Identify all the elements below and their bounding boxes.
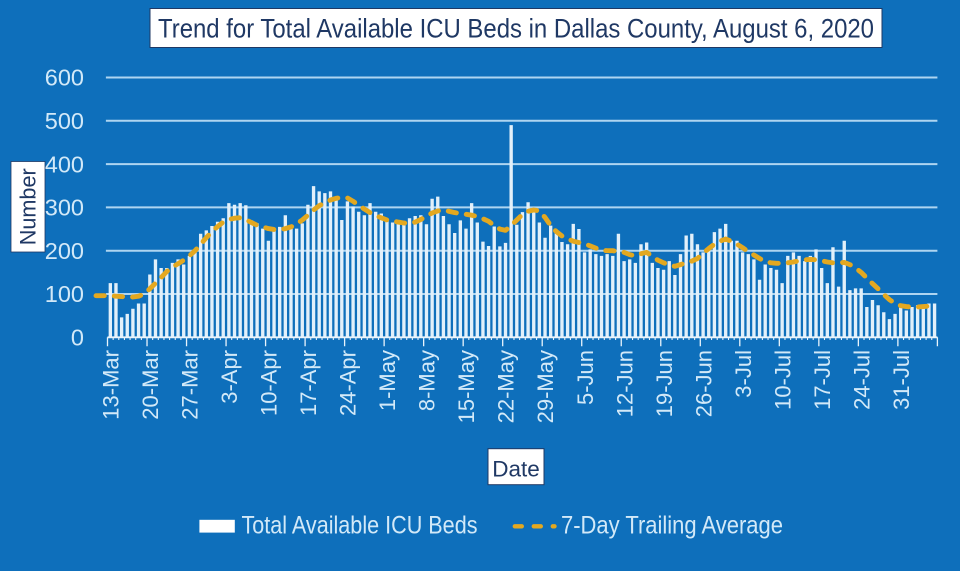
svg-text:8-May: 8-May bbox=[415, 350, 440, 411]
svg-text:27-Mar: 27-Mar bbox=[178, 350, 203, 420]
svg-text:500: 500 bbox=[45, 108, 84, 134]
svg-text:600: 600 bbox=[45, 65, 84, 91]
svg-text:24-Jul: 24-Jul bbox=[849, 350, 874, 410]
svg-text:12-Jun: 12-Jun bbox=[612, 350, 637, 417]
svg-text:19-Jun: 19-Jun bbox=[652, 350, 677, 417]
svg-text:22-May: 22-May bbox=[494, 350, 519, 423]
svg-text:24-Apr: 24-Apr bbox=[336, 350, 361, 416]
svg-text:20-Mar: 20-Mar bbox=[138, 350, 163, 420]
svg-text:300: 300 bbox=[45, 195, 84, 221]
svg-text:Date: Date bbox=[492, 457, 540, 482]
svg-text:17-Apr: 17-Apr bbox=[296, 350, 321, 416]
svg-text:400: 400 bbox=[45, 151, 84, 177]
svg-text:13-Mar: 13-Mar bbox=[99, 350, 124, 420]
svg-text:3-Jul: 3-Jul bbox=[731, 350, 756, 398]
svg-text:1-May: 1-May bbox=[375, 350, 400, 411]
svg-text:0: 0 bbox=[71, 325, 84, 351]
svg-text:Total Available ICU Beds: Total Available ICU Beds bbox=[242, 511, 478, 539]
svg-text:Number: Number bbox=[16, 168, 41, 245]
svg-text:31-Jul: 31-Jul bbox=[889, 350, 914, 410]
svg-text:15-May: 15-May bbox=[454, 350, 479, 423]
svg-text:29-May: 29-May bbox=[533, 350, 558, 423]
svg-text:7-Day Trailing Average: 7-Day Trailing Average bbox=[561, 511, 783, 539]
svg-text:17-Jul: 17-Jul bbox=[810, 350, 835, 410]
svg-text:100: 100 bbox=[45, 281, 84, 307]
svg-text:3-Apr: 3-Apr bbox=[217, 350, 242, 404]
svg-text:10-Jul: 10-Jul bbox=[770, 350, 795, 410]
svg-text:10-Apr: 10-Apr bbox=[257, 350, 282, 416]
svg-text:5-Jun: 5-Jun bbox=[573, 350, 598, 405]
svg-text:Trend for Total Available ICU: Trend for Total Available ICU Beds in Da… bbox=[158, 14, 874, 44]
svg-text:200: 200 bbox=[45, 238, 84, 264]
svg-text:26-Jun: 26-Jun bbox=[691, 350, 716, 417]
